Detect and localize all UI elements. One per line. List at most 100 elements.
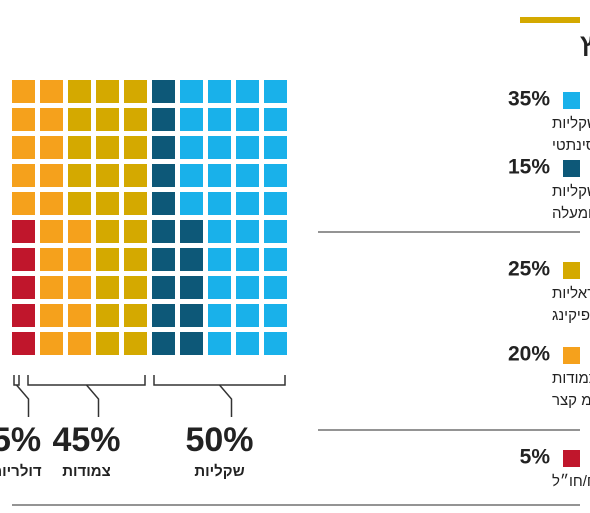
waffle-cell <box>180 276 203 299</box>
waffle-cell <box>40 164 63 187</box>
waffle-cell <box>180 220 203 243</box>
waffle-cell <box>40 220 63 243</box>
waffle-cell <box>152 332 175 355</box>
waffle-cell <box>12 136 35 159</box>
waffle-cell <box>208 80 231 103</box>
waffle-cell <box>264 248 287 271</box>
waffle-cell <box>12 164 35 187</box>
waffle-cell <box>96 248 119 271</box>
waffle-cell <box>208 136 231 159</box>
waffle-cell <box>236 304 259 327</box>
legend-label: אג״ח ממשלתיות שקליות <box>552 115 590 132</box>
waffle-cell <box>12 332 35 355</box>
waffle-cell <box>264 220 287 243</box>
legend-label: בדירוג AA- ומעלה <box>552 205 590 222</box>
legend-value: 35% <box>508 88 550 111</box>
waffle-cell <box>180 136 203 159</box>
waffle-cell <box>236 108 259 131</box>
waffle-cell <box>208 304 231 327</box>
waffle-cell <box>236 276 259 299</box>
waffle-cell <box>208 164 231 187</box>
waffle-cell <box>180 108 203 131</box>
waffle-cell <box>96 164 119 187</box>
legend-value: 25% <box>508 258 550 281</box>
waffle-cell <box>236 192 259 215</box>
waffle-cell <box>40 136 63 159</box>
bracket-connector <box>15 384 30 417</box>
waffle-cell <box>236 248 259 271</box>
waffle-cell <box>236 220 259 243</box>
waffle-cell <box>124 248 147 271</box>
waffle-cell <box>208 108 231 131</box>
waffle-cell <box>96 136 119 159</box>
waffle-cell <box>40 276 63 299</box>
waffle-cell <box>40 80 63 103</box>
legend-swatch <box>563 262 580 279</box>
waffle-cell <box>236 164 259 187</box>
waffle-cell <box>12 192 35 215</box>
waffle-cell <box>180 248 203 271</box>
waffle-cell <box>12 304 35 327</box>
waffle-cell <box>124 192 147 215</box>
legend-label: במח״מ בינוני־ארוך סינתטי <box>552 137 590 154</box>
waffle-cell <box>208 332 231 355</box>
legend-swatch <box>563 347 580 364</box>
waffle-cell <box>152 192 175 215</box>
waffle-cell <box>96 332 119 355</box>
waffle-cell <box>236 80 259 103</box>
waffle-cell <box>124 108 147 131</box>
waffle-cell <box>124 80 147 103</box>
waffle-cell <box>264 80 287 103</box>
waffle-cell <box>180 192 203 215</box>
waffle-cell <box>68 108 91 131</box>
waffle-cell <box>264 136 287 159</box>
waffle-cell <box>152 108 175 131</box>
waffle-cell <box>68 304 91 327</box>
waffle-cell <box>264 332 287 355</box>
waffle-cell <box>264 192 287 215</box>
waffle-cell <box>264 276 287 299</box>
waffle-cell <box>152 136 175 159</box>
waffle-cell <box>96 276 119 299</box>
legend-label: מדד במח״מ קצר <box>552 392 590 409</box>
waffle-cell <box>12 80 35 103</box>
group-bracket <box>153 375 286 386</box>
waffle-cell <box>264 108 287 131</box>
waffle-cell <box>152 220 175 243</box>
waffle-cell <box>152 248 175 271</box>
legend-label: בשיטת הפיקינג <box>552 307 590 324</box>
group-bracket <box>27 375 146 386</box>
waffle-cell <box>180 304 203 327</box>
waffle-cell <box>12 276 35 299</box>
bracket-connector <box>218 384 233 417</box>
waffle-cell <box>40 304 63 327</box>
waffle-cell <box>124 164 147 187</box>
legend-label: אג״ח צמודות מט״ח/חו״ל <box>552 473 590 490</box>
waffle-cell <box>264 164 287 187</box>
bracket-connector <box>85 384 100 417</box>
waffle-cell <box>124 332 147 355</box>
waffle-cell <box>68 164 91 187</box>
waffle-cell <box>152 304 175 327</box>
waffle-cell <box>96 80 119 103</box>
group-value: 5% <box>0 421 41 459</box>
waffle-cell <box>152 80 175 103</box>
waffle-cell <box>236 332 259 355</box>
waffle-cell <box>124 136 147 159</box>
group-value: 45% <box>52 421 120 459</box>
waffle-cell <box>208 220 231 243</box>
waffle-cell <box>264 304 287 327</box>
waffle-cell <box>68 192 91 215</box>
waffle-cell <box>12 108 35 131</box>
group-bracket <box>13 375 20 386</box>
waffle-cell <box>68 220 91 243</box>
waffle-cell <box>12 220 35 243</box>
waffle-cell <box>68 276 91 299</box>
waffle-cell <box>236 136 259 159</box>
waffle-cell <box>96 192 119 215</box>
waffle-cell <box>180 332 203 355</box>
waffle-cell <box>152 276 175 299</box>
legend-swatch <box>563 160 580 177</box>
waffle-cell <box>208 192 231 215</box>
